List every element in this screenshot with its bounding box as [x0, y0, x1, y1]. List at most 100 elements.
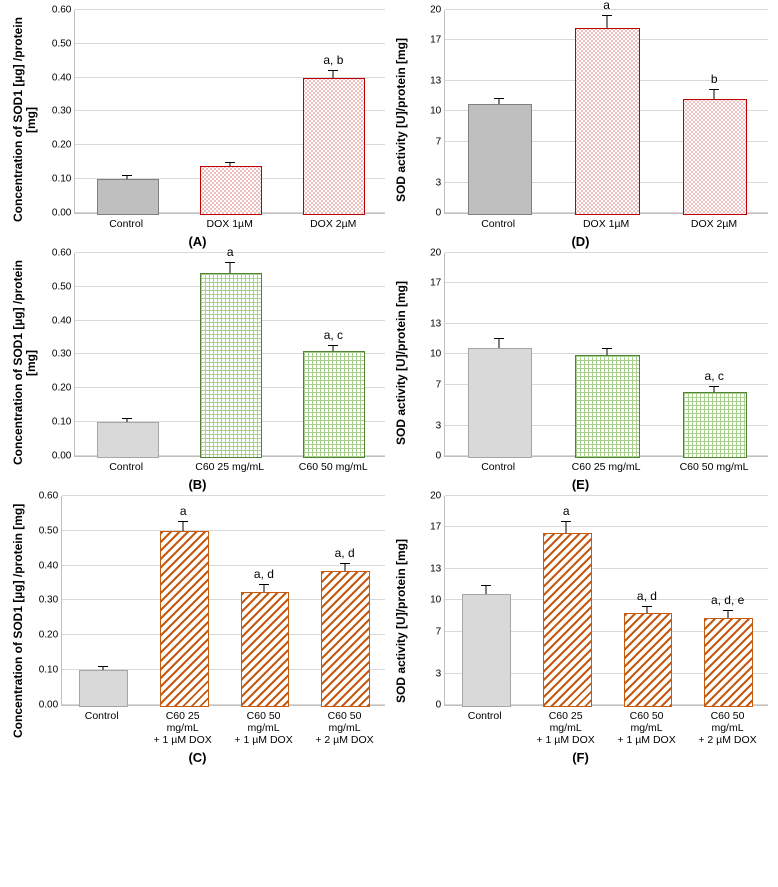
y-axis-label: Concentration of SOD1 [µg] /protein [mg] — [10, 10, 40, 230]
ytick-label: 0.40 — [52, 72, 75, 83]
error-cap — [481, 585, 491, 586]
ytick-label: 7 — [436, 626, 446, 637]
bar-slot — [179, 10, 282, 213]
bar-slot — [445, 253, 553, 456]
x-axis-labels: ControlDOX 1µMDOX 2µM — [74, 218, 385, 230]
bar — [160, 531, 207, 705]
bar — [303, 351, 363, 456]
ytick-label: 0.20 — [52, 140, 75, 151]
ytick-label: 0.30 — [52, 349, 75, 360]
y-axis-label: SOD activity [U]/protein [mg] — [393, 496, 410, 746]
x-tick-label: C60 25 mg/mL + 1 µM DOX — [142, 710, 223, 746]
ytick-label: 0.00 — [52, 207, 75, 218]
x-tick-label: C60 50 mg/mL + 1 µM DOX — [223, 710, 304, 746]
error-cap — [494, 338, 504, 339]
bar — [683, 99, 745, 213]
ytick-label: 3 — [436, 420, 446, 431]
bar — [303, 78, 363, 213]
bar-fill — [303, 351, 365, 458]
bar-annotation: a, d — [637, 589, 657, 603]
error-cap — [642, 606, 652, 607]
x-tick-label: C60 50 mg/mL + 1 µM DOX — [606, 710, 687, 746]
bar — [462, 594, 509, 705]
ytick-label: 0.10 — [52, 174, 75, 185]
bar-fill — [704, 618, 753, 707]
panel-letter: (D) — [393, 234, 768, 249]
bar — [241, 592, 288, 705]
bars-container: ab — [445, 10, 768, 213]
bar-annotation: a, c — [705, 369, 724, 383]
bar-fill — [543, 533, 592, 707]
bar-slot — [445, 496, 526, 705]
ytick-label: 0.30 — [39, 595, 62, 606]
ytick-label: 7 — [436, 136, 446, 147]
bar-fill — [683, 392, 747, 458]
bar — [543, 533, 590, 705]
bar-slot: a, d — [607, 496, 688, 705]
panel-E: SOD activity [U]/protein [mg]03710131720… — [393, 253, 768, 492]
bar-slot — [75, 253, 178, 456]
bar-annotation: a, c — [324, 328, 343, 342]
bar-fill — [97, 179, 159, 215]
panel-letter: (F) — [393, 750, 768, 765]
bar-slot: a, c — [660, 253, 768, 456]
ytick-label: 3 — [436, 177, 446, 188]
bars-container: aa, da, d — [62, 496, 385, 705]
bar — [200, 166, 260, 213]
x-tick-label: DOX 1µM — [178, 218, 282, 230]
bar-fill — [468, 104, 532, 215]
ytick-label: 10 — [430, 106, 445, 117]
bar-slot: a — [179, 253, 282, 456]
ytick-label: 0.50 — [39, 525, 62, 536]
bars-container: a a, c — [75, 253, 385, 456]
bar-fill — [241, 592, 290, 707]
bar-slot: a, d — [224, 496, 305, 705]
bar — [200, 273, 260, 456]
plot-area: 0.000.100.200.300.400.500.60aa, da, d — [61, 496, 385, 706]
bar-fill — [462, 594, 511, 707]
ytick-label: 0.50 — [52, 38, 75, 49]
panel-C: Concentration of SOD1 [µg] /protein [mg]… — [10, 496, 385, 765]
ytick-label: 3 — [436, 668, 446, 679]
bar-annotation: a, b — [323, 53, 343, 67]
ytick-label: 20 — [430, 248, 445, 259]
bar-annotation: a, d — [254, 567, 274, 581]
y-axis-label: SOD activity [U]/protein [mg] — [393, 10, 410, 230]
ytick-label: 0.10 — [39, 665, 62, 676]
bar-fill — [575, 355, 639, 457]
ytick-label: 0.40 — [52, 315, 75, 326]
error-cap — [709, 89, 719, 90]
ytick-label: 0.60 — [52, 5, 75, 16]
chart-frame: SOD activity [U]/protein [mg]03710131720… — [393, 10, 768, 230]
error-cap — [259, 584, 269, 585]
bar-slot — [75, 10, 178, 213]
ytick-label: 0.20 — [39, 630, 62, 641]
bar — [97, 179, 157, 213]
panel-grid: Concentration of SOD1 [µg] /protein [mg]… — [10, 10, 768, 765]
plot-area: 0.000.100.200.300.400.500.60a, b — [74, 10, 385, 214]
ytick-label: 13 — [430, 319, 445, 330]
panel-letter: (B) — [10, 477, 385, 492]
bar-fill — [200, 166, 262, 215]
bar — [624, 613, 671, 705]
x-axis-labels: ControlC60 25 mg/mLC60 50 mg/mL — [74, 461, 385, 473]
error-cap — [340, 563, 350, 564]
bar-annotation: b — [711, 72, 718, 86]
error-cap — [225, 162, 235, 163]
ytick-label: 13 — [430, 564, 445, 575]
chart-frame: SOD activity [U]/protein [mg]03710131720… — [393, 253, 768, 473]
x-tick-label: Control — [61, 710, 142, 746]
bar-slot: a, d — [304, 496, 385, 705]
ytick-label: 0.60 — [39, 491, 62, 502]
chart-frame: Concentration of SOD1 [µg] /protein [mg]… — [10, 10, 385, 230]
ytick-label: 10 — [430, 349, 445, 360]
panel-F: SOD activity [U]/protein [mg]03710131720… — [393, 496, 768, 765]
error-cap — [602, 15, 612, 16]
ytick-label: 0 — [436, 450, 446, 461]
bar — [575, 355, 637, 455]
x-tick-label: DOX 1µM — [552, 218, 660, 230]
error-cap — [494, 98, 504, 99]
panel-letter: (E) — [393, 477, 768, 492]
x-tick-label: Control — [444, 710, 525, 746]
x-tick-label: Control — [444, 461, 552, 473]
